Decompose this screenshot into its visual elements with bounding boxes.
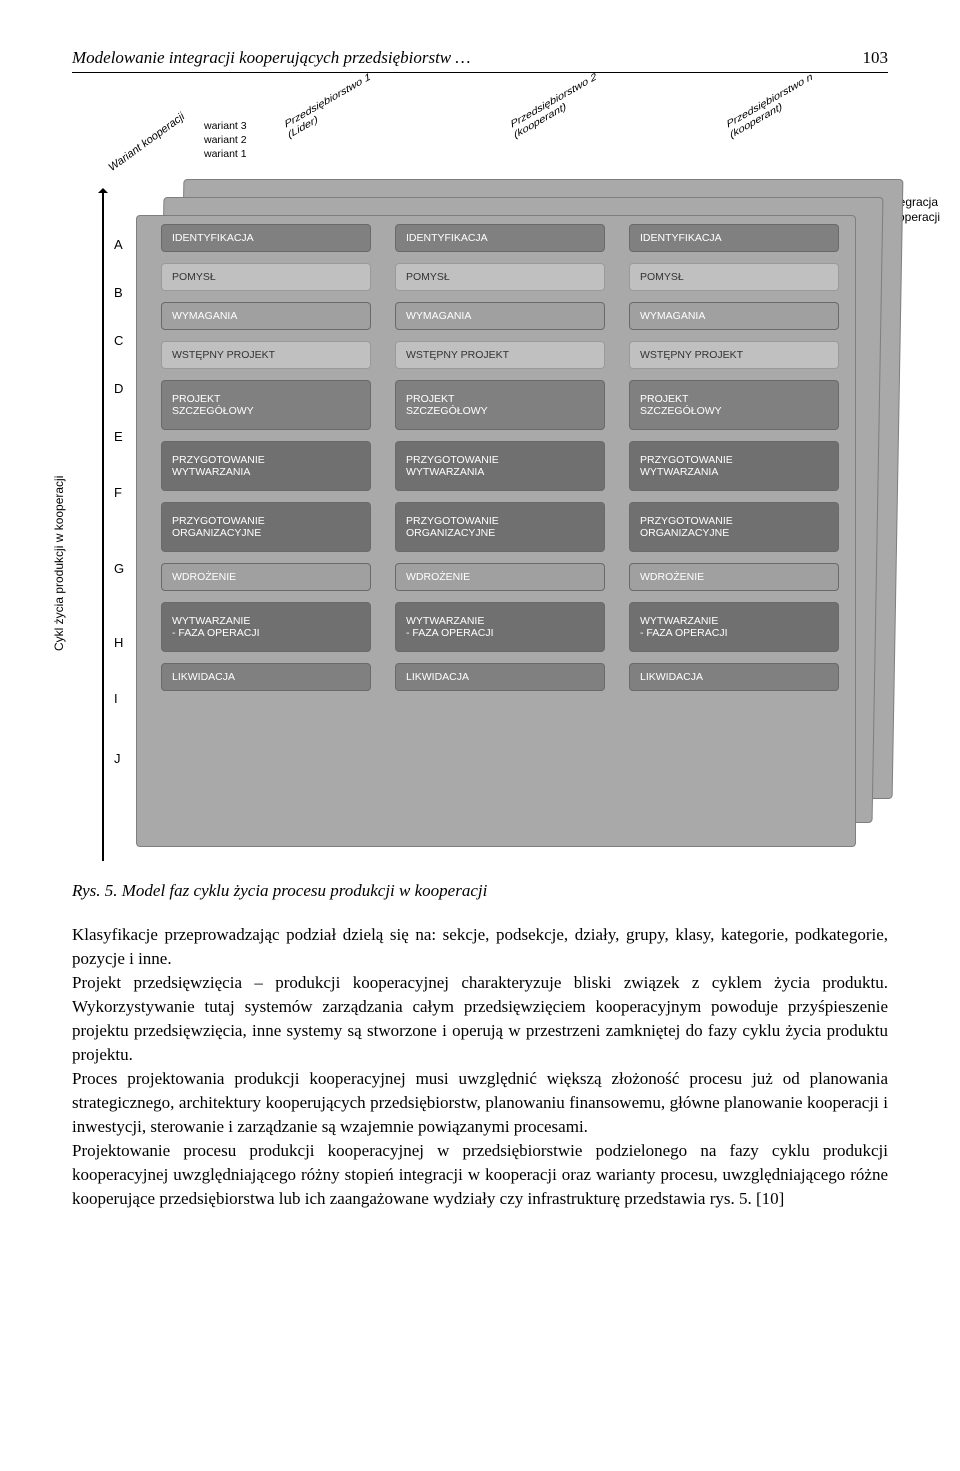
phase-letter: D <box>114 381 123 396</box>
phase-column: IDENTYFIKACJA POMYSŁ WYMAGANIA WSTĘPNY PROJ… <box>395 224 605 702</box>
figure-caption-prefix: Rys. 5. <box>72 881 118 900</box>
phase-box: WYMAGANIA <box>161 302 371 330</box>
phase-box: WDROŻENIE <box>629 563 839 591</box>
phase-box: POMYSŁ <box>161 263 371 291</box>
phase-letter: G <box>114 561 124 576</box>
paragraph: Projekt przedsięwzięcia – produkcji koop… <box>72 971 888 1067</box>
phase-box: WYMAGANIA <box>395 302 605 330</box>
enterprise-header: Przedsiębiorstwo 2(kooperant) <box>509 71 601 141</box>
phase-box: WSTĘPNY PROJEKT <box>161 341 371 369</box>
figure-caption-text: Model faz cyklu życia procesu produkcji … <box>122 881 488 900</box>
page-number: 103 <box>863 48 889 68</box>
body-text: Klasyfikacje przeprowadzając podział dzi… <box>72 923 888 1211</box>
phase-letter: A <box>114 237 123 252</box>
phase-box: PRZYGOTOWANIEWYTWARZANIA <box>395 441 605 491</box>
phase-box: WYTWARZANIE- FAZA OPERACJI <box>161 602 371 652</box>
phase-box: PRZYGOTOWANIEORGANIZACYJNE <box>395 502 605 552</box>
phase-box: PROJEKTSZCZEGÓŁOWY <box>161 380 371 430</box>
phase-box: WYMAGANIA <box>629 302 839 330</box>
phase-box: WSTĘPNY PROJEKT <box>629 341 839 369</box>
phase-letter: F <box>114 485 122 500</box>
phase-column: IDENTYFIKACJA POMYSŁ WYMAGANIA WSTĘPNY PROJ… <box>629 224 839 702</box>
phase-box: PRZYGOTOWANIEORGANIZACYJNE <box>161 502 371 552</box>
phase-box: IDENTYFIKACJA <box>629 224 839 252</box>
phase-columns: IDENTYFIKACJA POMYSŁ WYMAGANIA WSTĘPNY PROJ… <box>137 216 855 710</box>
variant-label: wariant 1 <box>204 147 247 161</box>
phase-letter: I <box>114 691 118 706</box>
variant-labels: wariant 3 wariant 2 wariant 1 <box>204 119 247 161</box>
phase-box: PROJEKTSZCZEGÓŁOWY <box>395 380 605 430</box>
phase-box: PROJEKTSZCZEGÓŁOWY <box>629 380 839 430</box>
y-axis-label: Cykl życia produkcji w kooperacji <box>52 476 66 651</box>
figure-caption: Rys. 5. Model faz cyklu życia procesu pr… <box>72 881 888 901</box>
variant-label: wariant 2 <box>204 133 247 147</box>
phase-box: PRZYGOTOWANIEWYTWARZANIA <box>629 441 839 491</box>
phase-letter: B <box>114 285 123 300</box>
paragraph: Projektowanie procesu produkcji kooperac… <box>72 1139 888 1211</box>
y-axis-arrow <box>102 189 104 861</box>
enterprise-header: Przedsiębiorstwo n(kooperant) <box>725 71 817 141</box>
phase-box: LIKWIDACJA <box>629 663 839 691</box>
enterprise-header: Przedsiębiorstwo 1(Lider) <box>283 71 375 141</box>
phase-box: PRZYGOTOWANIEWYTWARZANIA <box>161 441 371 491</box>
phase-box: PRZYGOTOWANIEORGANIZACYJNE <box>629 502 839 552</box>
figure-diagram: Cykl życia produkcji w kooperacji Warian… <box>80 101 880 861</box>
page-header: Modelowanie integracji kooperujących prz… <box>72 48 888 73</box>
phase-box: WSTĘPNY PROJEKT <box>395 341 605 369</box>
phase-box: WDROŻENIE <box>161 563 371 591</box>
axis-z-label: Wariant kooperacji <box>106 111 187 174</box>
paragraph: Proces projektowania produkcji kooperacy… <box>72 1067 888 1139</box>
depth-slab: IDENTYFIKACJA POMYSŁ WYMAGANIA WSTĘPNY PROJ… <box>136 215 856 847</box>
phase-box: WYTWARZANIE- FAZA OPERACJI <box>395 602 605 652</box>
phase-box: IDENTYFIKACJA <box>161 224 371 252</box>
phase-letter: H <box>114 635 123 650</box>
phase-letter: E <box>114 429 123 444</box>
phase-box: IDENTYFIKACJA <box>395 224 605 252</box>
phase-column: IDENTYFIKACJA POMYSŁ WYMAGANIA WSTĘPNY PROJ… <box>161 224 371 702</box>
phase-box: WYTWARZANIE- FAZA OPERACJI <box>629 602 839 652</box>
running-title: Modelowanie integracji kooperujących prz… <box>72 48 471 68</box>
phase-box: POMYSŁ <box>629 263 839 291</box>
phase-box: LIKWIDACJA <box>395 663 605 691</box>
phase-letter: J <box>114 751 121 766</box>
variant-label: wariant 3 <box>204 119 247 133</box>
phase-box: POMYSŁ <box>395 263 605 291</box>
phase-box: WDROŻENIE <box>395 563 605 591</box>
paragraph: Klasyfikacje przeprowadzając podział dzi… <box>72 923 888 971</box>
phase-letter: C <box>114 333 123 348</box>
phase-box: LIKWIDACJA <box>161 663 371 691</box>
